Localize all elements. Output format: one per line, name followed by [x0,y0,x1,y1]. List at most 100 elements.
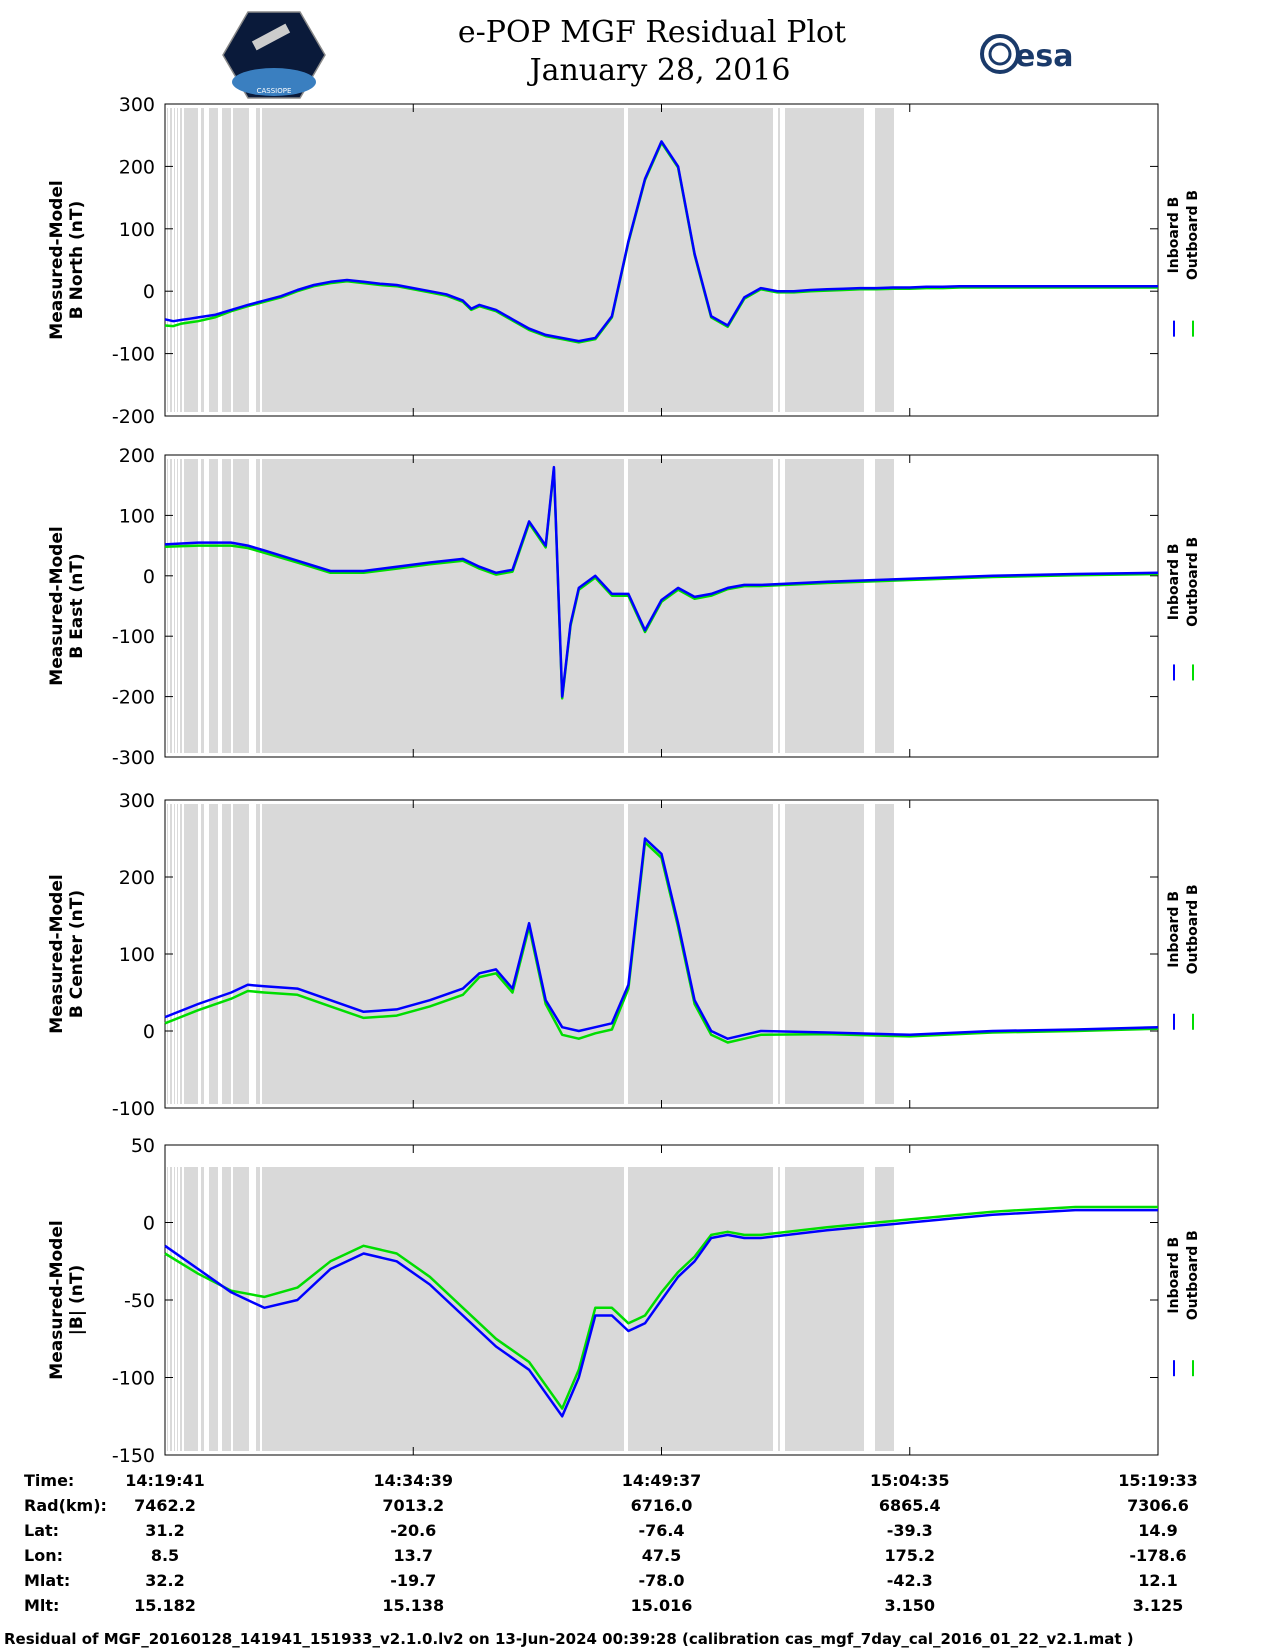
gap-shade [262,804,624,1104]
gap-shade [201,459,204,753]
gap-shade [177,459,178,753]
y-axis-label: B East (nT) [67,553,87,658]
legend-label: Outboard B [1185,537,1201,627]
gap-shade [167,459,168,753]
orbit-cell: 15.016 [631,1596,693,1615]
y-tick-label: -150 [112,1445,155,1467]
series-inboard [164,837,1159,1040]
orbit-row-label: Mlt: [24,1596,59,1615]
orbit-cell: 175.2 [884,1546,935,1565]
orbit-cell: 15:19:33 [1118,1471,1198,1490]
y-tick-label: 0 [143,1213,155,1235]
gap-shade [174,804,175,1104]
gap-shade [778,459,780,753]
y-tick-label: 100 [119,219,155,241]
orbit-row-label: Rad(km): [24,1496,107,1515]
gap-shade [222,108,231,412]
orbit-row-label: Lat: [24,1521,59,1540]
gap-shade [174,108,175,412]
gap-shade [785,459,864,753]
orbit-cell: 6716.0 [631,1496,693,1515]
y-tick-label: -100 [112,344,155,366]
orbit-cell: 8.5 [151,1546,179,1565]
cassiope-logo-text: CASSIOPE [257,87,292,95]
series-inboard [164,140,1158,343]
orbit-cell: 47.5 [642,1546,681,1565]
y-tick-label: 0 [143,1021,155,1043]
gap-shade [180,1167,182,1451]
gap-shade [209,1167,218,1451]
y-tick-label: -100 [112,1098,155,1120]
gap-shade [256,108,260,412]
orbit-cell: 32.2 [145,1571,184,1590]
orbit-cell: 3.125 [1133,1596,1184,1615]
y-axis-label: Measured-Model [47,526,67,685]
gap-shade [875,804,894,1104]
legend-label: Outboard B [1185,1230,1201,1320]
gap-shade [256,459,260,753]
y-tick-label: 100 [119,505,155,527]
gap-shade [180,804,182,1104]
gap-shade [177,804,178,1104]
gap-shade [180,459,182,753]
gap-shade [184,1167,198,1451]
y-tick-label: -300 [112,747,155,769]
orbit-cell: -42.3 [887,1571,933,1590]
gap-shade [174,1167,175,1451]
legend-label: Inboard B [1166,1237,1182,1314]
gap-shade [170,459,172,753]
gap-shade [180,108,182,412]
gap-shade [875,108,894,412]
gap-shade [209,459,218,753]
esa-logo-text: esa [1015,39,1073,74]
orbit-cell: 7013.2 [382,1496,444,1515]
orbit-row-label: Lon: [24,1546,63,1565]
gap-shade [209,804,218,1104]
series-inboard [164,1208,1158,1418]
y-tick-label: -200 [112,406,155,428]
gap-shade [170,1167,172,1451]
gap-shade [628,108,773,412]
y-axis-label: Measured-Model [47,874,67,1033]
gap-shade [233,804,249,1104]
y-axis-label: B North (nT) [67,201,87,320]
gap-shade [262,1167,624,1451]
orbit-row-label: Time: [24,1471,74,1490]
gap-shade [628,1167,773,1451]
series-outboard [164,1205,1158,1410]
gap-shade [262,459,624,753]
y-tick-label: 0 [143,566,155,588]
gap-shade [170,108,172,412]
gap-shade [184,108,198,412]
y-axis-label: |B| (nT) [67,1265,87,1336]
gap-shade [256,1167,260,1451]
orbit-cell: 13.7 [394,1546,433,1565]
gap-shade [174,459,175,753]
orbit-cell: 7306.6 [1127,1496,1189,1515]
gap-shade [875,1167,894,1451]
gap-shade [628,459,773,753]
y-tick-label: -100 [112,626,155,648]
orbit-cell: -178.6 [1129,1546,1186,1565]
y-tick-label: 100 [119,944,155,966]
orbit-cell: -20.6 [390,1521,436,1540]
orbit-cell: -19.7 [390,1571,436,1590]
orbit-cell: 7462.2 [134,1496,196,1515]
orbit-cell: 12.1 [1138,1571,1177,1590]
gap-shade [256,804,260,1104]
esa-logo: esa [980,34,1073,74]
orbit-cell: -39.3 [887,1521,933,1540]
orbit-cell: 15:04:35 [870,1471,950,1490]
gap-shade [778,108,780,412]
gap-shade [177,108,178,412]
legend-label: Outboard B [1185,884,1201,974]
orbit-cell: 14:34:39 [373,1471,453,1490]
chart-title: e-POP MGF Residual Plot [458,15,846,50]
panel-b-magnitude: 50 0 -50 -100 -150 Measured-Model |B| (nT) Inbo… [47,1135,1201,1467]
legend-label: Inboard B [1166,197,1182,274]
orbit-row-label: Mlat: [24,1571,70,1590]
gap-shade [785,804,864,1104]
y-tick-label: -50 [124,1290,155,1312]
gap-shade [875,459,894,753]
